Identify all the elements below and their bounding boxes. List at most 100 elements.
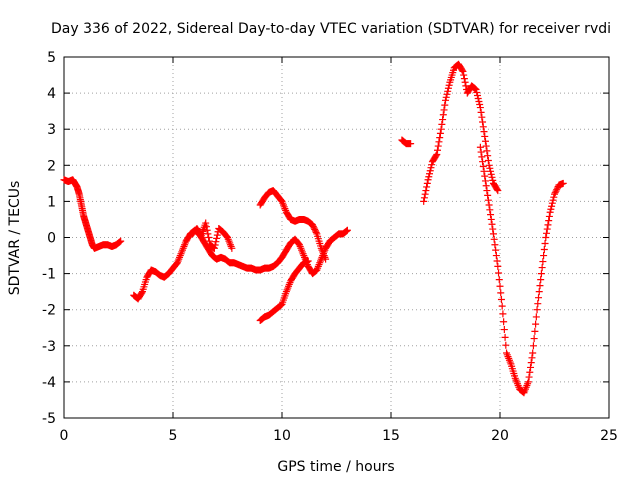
data-point	[540, 246, 548, 254]
data-point	[311, 225, 319, 233]
data-point	[543, 229, 551, 237]
data-point	[461, 78, 469, 86]
data-point	[498, 302, 506, 310]
data-point	[550, 193, 558, 201]
data-point	[534, 300, 542, 308]
data-point	[493, 257, 501, 265]
data-point	[532, 313, 540, 321]
data-point	[435, 138, 443, 146]
data-point	[488, 173, 496, 181]
y-tick-label: 5	[47, 50, 56, 66]
data-point	[492, 252, 500, 260]
data-point	[473, 92, 481, 100]
data-point	[535, 288, 543, 296]
data-point	[436, 129, 444, 137]
data-point	[528, 354, 536, 362]
data-point	[421, 190, 429, 198]
data-point	[423, 183, 431, 191]
data-point	[500, 326, 508, 334]
data-point	[420, 194, 428, 202]
data-point	[551, 190, 558, 198]
data-point	[310, 224, 318, 232]
data-point	[526, 368, 534, 376]
data-point	[532, 320, 540, 328]
series-segment-5	[256, 257, 312, 325]
data-point	[488, 220, 496, 228]
data-point	[426, 167, 434, 175]
data-point	[116, 238, 124, 246]
data-point	[487, 167, 495, 175]
data-point	[471, 85, 479, 93]
data-point	[426, 170, 434, 178]
data-point	[500, 318, 508, 326]
data-point	[213, 234, 221, 242]
data-point	[483, 147, 491, 155]
data-point	[483, 187, 491, 195]
data-point	[440, 106, 448, 114]
data-point	[489, 176, 497, 184]
data-point	[549, 196, 557, 204]
data-point	[481, 172, 489, 180]
data-point	[484, 152, 492, 160]
data-point	[203, 226, 211, 234]
data-point	[539, 258, 547, 266]
data-point	[502, 341, 510, 349]
data-point	[204, 230, 212, 238]
data-point	[438, 120, 446, 128]
data-point	[553, 186, 561, 194]
data-point	[479, 123, 487, 131]
data-point	[312, 228, 320, 236]
data-point	[491, 241, 499, 249]
data-point	[552, 187, 560, 195]
data-point	[548, 199, 556, 207]
series-segment-1	[60, 176, 125, 252]
data-point	[475, 98, 483, 106]
data-point	[472, 85, 480, 93]
data-point	[486, 206, 494, 214]
y-tick-label: 0	[47, 231, 56, 247]
data-point	[425, 173, 433, 181]
data-point	[202, 219, 210, 227]
data-point	[490, 235, 498, 243]
data-point	[437, 125, 445, 133]
data-point	[476, 101, 484, 109]
data-point	[460, 75, 468, 83]
data-point	[138, 289, 146, 297]
data-point	[529, 342, 537, 350]
data-point	[477, 148, 485, 156]
data-point	[487, 211, 495, 219]
data-point	[480, 128, 488, 136]
data-point	[480, 167, 488, 175]
data-point	[545, 217, 553, 225]
data-point	[311, 227, 319, 235]
data-point	[524, 378, 532, 386]
x-tick-label: 5	[169, 428, 178, 444]
x-tick-label: 25	[600, 428, 618, 444]
data-point	[499, 310, 507, 318]
data-point	[527, 363, 535, 371]
data-point	[482, 142, 490, 150]
data-point	[444, 87, 452, 95]
data-point	[546, 208, 554, 216]
data-point	[479, 158, 487, 166]
data-point	[542, 234, 550, 241]
data-point	[538, 264, 546, 272]
data-point	[529, 349, 537, 357]
data-point	[213, 231, 221, 239]
data-point	[428, 161, 436, 169]
data-point	[494, 187, 502, 195]
data-point	[407, 140, 415, 148]
data-point	[342, 227, 350, 235]
data-point	[304, 257, 312, 265]
data-point	[473, 88, 481, 96]
x-tick-label: 20	[491, 428, 509, 444]
data-point	[441, 101, 449, 109]
data-point	[479, 118, 487, 126]
data-point	[343, 227, 351, 235]
data-point	[427, 164, 435, 172]
data-point	[497, 295, 505, 303]
data-point	[459, 67, 467, 75]
data-point	[495, 269, 503, 277]
data-point	[474, 95, 482, 103]
y-axis-label: SDTVAR / TECUs	[7, 181, 23, 296]
